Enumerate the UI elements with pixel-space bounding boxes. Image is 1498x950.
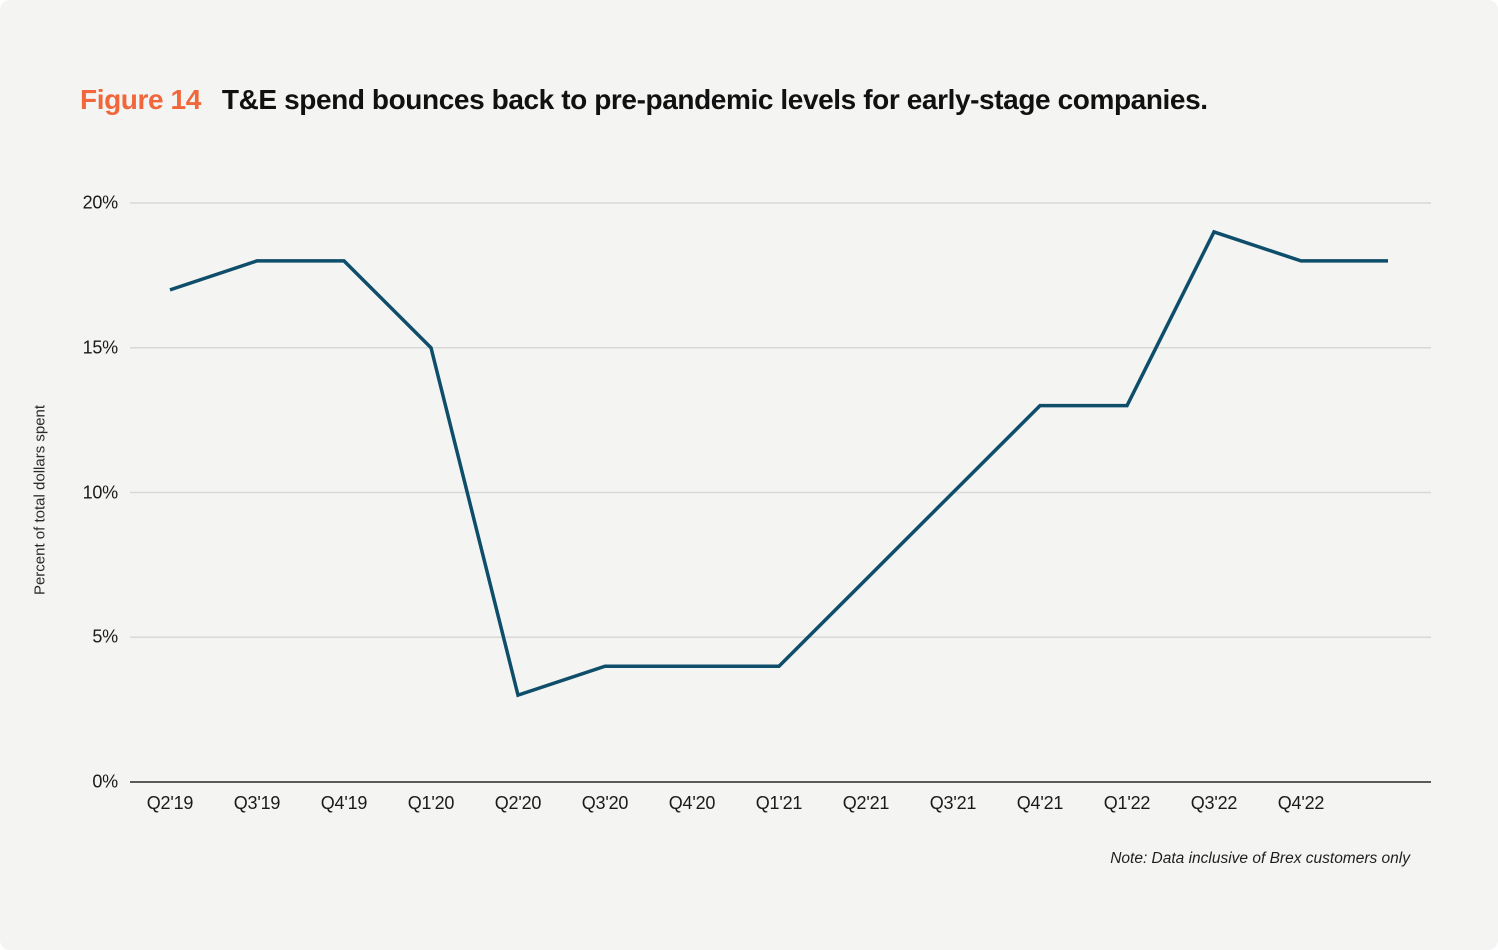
x-tick-label: Q3'19 [233,793,281,813]
y-tick-label: 0% [92,771,118,792]
footnote: Note: Data inclusive of Brex customers o… [1110,850,1410,867]
y-tick-label: 15% [82,337,119,358]
figure-title: T&E spend bounces back to pre-pandemic l… [221,84,1208,115]
x-tick-label: Q4'21 [1016,793,1064,813]
x-tick-label: Q3'20 [581,793,629,813]
data-line [169,229,1388,698]
x-tick-label: Q2'20 [494,793,542,813]
x-tick-label: Q1'20 [407,793,455,813]
figure-label: Figure 14 [80,84,201,115]
x-tick-label: Q1'21 [755,793,803,813]
x-tick-label: Q1'22 [1103,793,1151,813]
y-tick-label: 20% [82,192,119,213]
x-tick-label: Q2'21 [842,793,890,813]
x-tick-label: Q4'20 [668,793,716,813]
x-tick-label: Q3'21 [929,793,977,813]
y-tick-label: 10% [82,482,119,502]
x-tick-label: Q3'22 [1190,793,1238,813]
y-tick-label: 5% [92,626,118,647]
x-tick-label: Q2'19 [146,793,194,813]
figure-header: Figure 14 T&E spend bounces back to pre-… [80,84,1208,116]
x-tick-label: Q4'19 [320,793,368,813]
x-tick-label: Q4'22 [1277,793,1325,813]
